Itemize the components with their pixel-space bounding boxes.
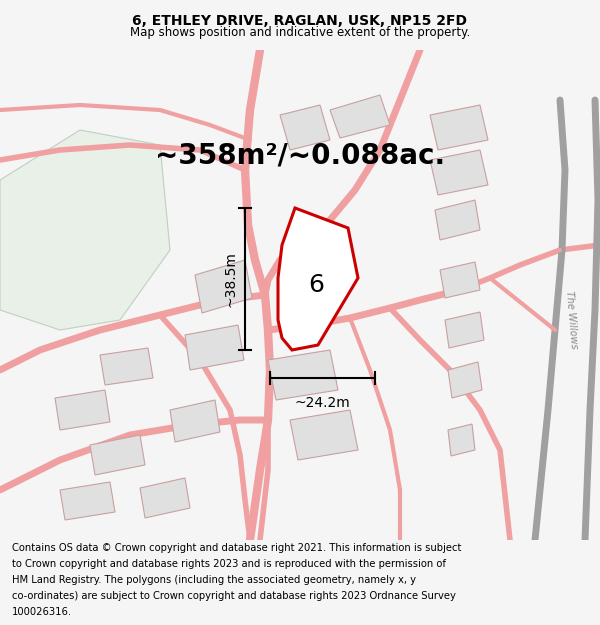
Text: Contains OS data © Crown copyright and database right 2021. This information is : Contains OS data © Crown copyright and d… xyxy=(12,542,461,552)
Text: ~24.2m: ~24.2m xyxy=(295,396,350,410)
Polygon shape xyxy=(185,325,244,370)
Polygon shape xyxy=(268,350,338,400)
Polygon shape xyxy=(448,362,482,398)
Polygon shape xyxy=(448,424,475,456)
Polygon shape xyxy=(0,130,170,330)
Polygon shape xyxy=(90,435,145,475)
Polygon shape xyxy=(435,200,480,240)
Polygon shape xyxy=(195,260,252,313)
Polygon shape xyxy=(430,150,488,195)
Polygon shape xyxy=(170,400,220,442)
Text: to Crown copyright and database rights 2023 and is reproduced with the permissio: to Crown copyright and database rights 2… xyxy=(12,559,446,569)
Text: ~358m²/~0.088ac.: ~358m²/~0.088ac. xyxy=(155,141,445,169)
Text: co-ordinates) are subject to Crown copyright and database rights 2023 Ordnance S: co-ordinates) are subject to Crown copyr… xyxy=(12,591,456,601)
Text: HM Land Registry. The polygons (including the associated geometry, namely x, y: HM Land Registry. The polygons (includin… xyxy=(12,575,416,585)
Polygon shape xyxy=(290,410,358,460)
Polygon shape xyxy=(60,482,115,520)
Polygon shape xyxy=(280,105,330,150)
Polygon shape xyxy=(278,208,358,350)
Polygon shape xyxy=(330,95,390,138)
Text: 100026316.: 100026316. xyxy=(12,607,72,617)
Text: ~38.5m: ~38.5m xyxy=(224,251,238,307)
Polygon shape xyxy=(100,348,153,385)
Polygon shape xyxy=(140,478,190,518)
Polygon shape xyxy=(445,312,484,348)
Polygon shape xyxy=(440,262,480,298)
Text: The Willows: The Willows xyxy=(565,291,580,349)
Text: 6: 6 xyxy=(308,273,324,297)
Polygon shape xyxy=(430,105,488,150)
Polygon shape xyxy=(55,390,110,430)
Text: Map shows position and indicative extent of the property.: Map shows position and indicative extent… xyxy=(130,26,470,39)
Text: 6, ETHLEY DRIVE, RAGLAN, USK, NP15 2FD: 6, ETHLEY DRIVE, RAGLAN, USK, NP15 2FD xyxy=(133,14,467,28)
